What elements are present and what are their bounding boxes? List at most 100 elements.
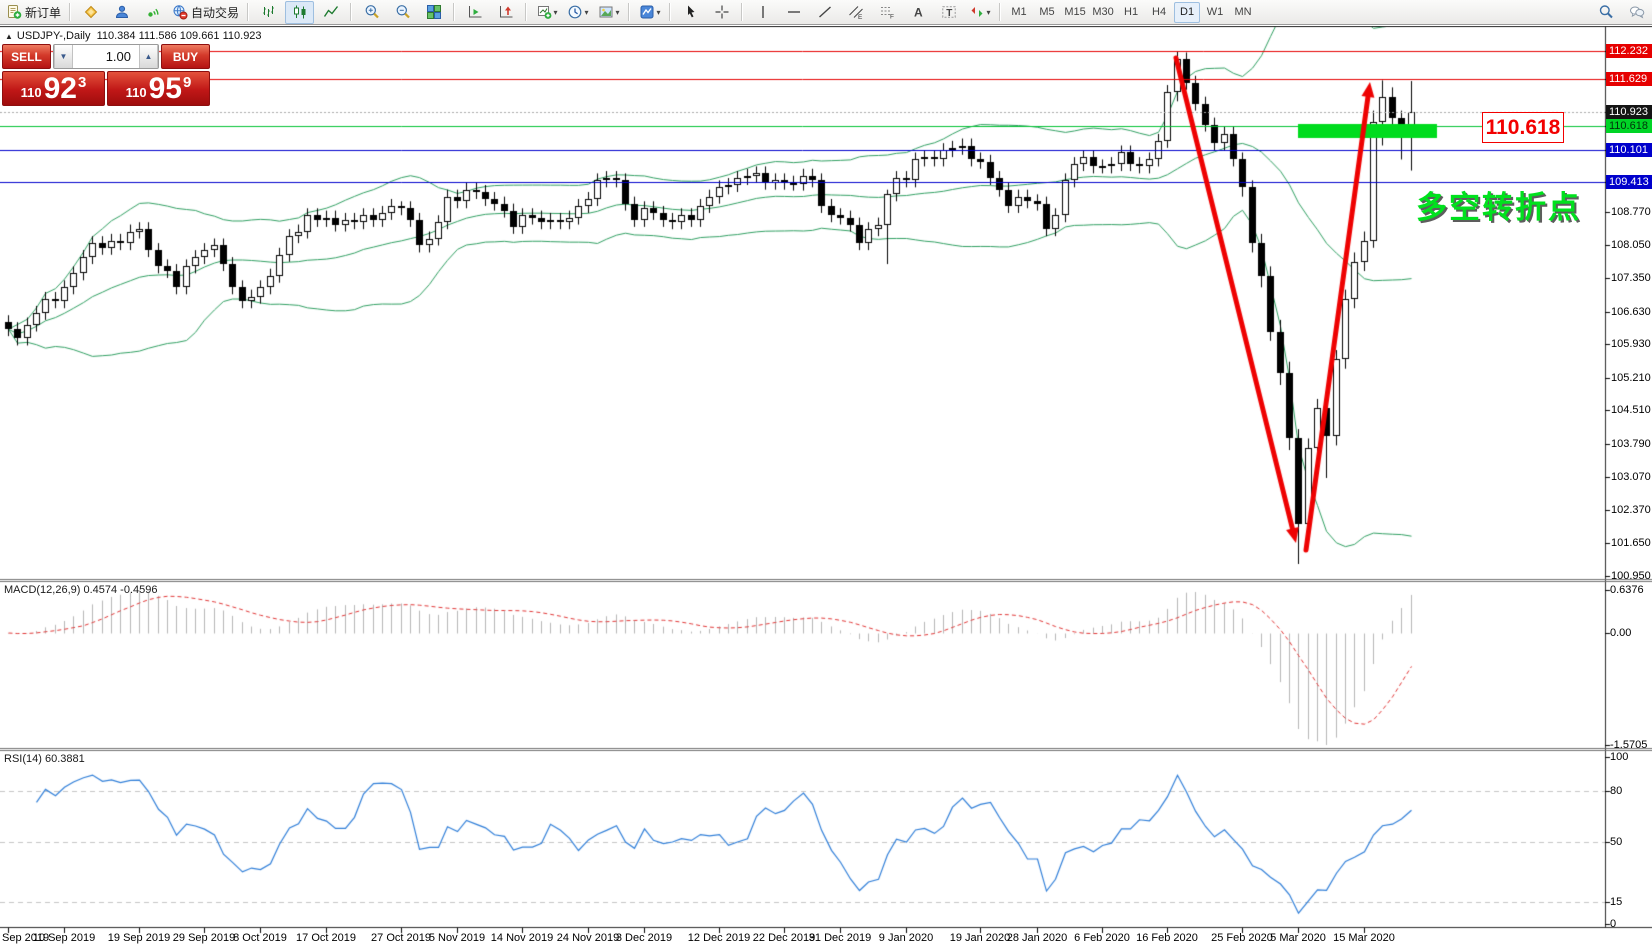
sell-price-sup: 3: [78, 74, 87, 91]
sell-button[interactable]: SELL: [2, 44, 51, 69]
dropdown-caret-icon: ▾: [615, 7, 620, 17]
timeframe-mn[interactable]: MN: [1234, 6, 1252, 18]
toolbar-separator: [669, 3, 672, 21]
shift-icon: [498, 4, 514, 20]
sell-price-prefix: 110: [20, 84, 42, 100]
indicators-dropdown[interactable]: ▾: [635, 1, 664, 24]
timeframe-w1[interactable]: W1: [1206, 6, 1224, 18]
chart-title: ▲ USDJPY-,Daily 110.384 111.586 109.661 1…: [5, 30, 262, 42]
volume-control: ▼ ▲: [53, 44, 159, 69]
chart-title-text: USDJPY-,Daily 110.384 111.586 109.661 11…: [16, 30, 262, 42]
periods-dropdown[interactable]: ▾: [563, 1, 592, 24]
trendline-button[interactable]: [810, 1, 839, 24]
chart-shift-button[interactable]: [491, 1, 520, 24]
dropdown-caret-icon: ▾: [584, 7, 589, 17]
fibonacci-button[interactable]: F: [872, 1, 901, 24]
gold-icon: [83, 4, 99, 20]
timeframe-m30[interactable]: M30: [1092, 6, 1114, 18]
autotrading-button-label: 自动交易: [191, 5, 240, 20]
timeframe-m5[interactable]: M5: [1039, 6, 1055, 18]
trend-icon: [817, 4, 833, 20]
templates-dropdown[interactable]: ▾: [594, 1, 623, 24]
buy-button[interactable]: BUY: [161, 44, 210, 69]
clock-icon: [567, 4, 583, 20]
shapes-icon: [969, 4, 985, 20]
line-chart-button[interactable]: [316, 1, 345, 24]
channel-icon: E: [848, 4, 864, 20]
toolbar-separator: [350, 3, 353, 21]
toolbar-separator: [453, 3, 456, 21]
template-icon: [598, 4, 614, 20]
timeframe-h1[interactable]: H1: [1124, 6, 1139, 18]
dropdown-caret-icon: ▾: [656, 7, 661, 17]
macd-indicator-label: MACD(12,26,9) 0.4574 -0.4596: [4, 584, 158, 596]
zoom-out-icon: [395, 4, 411, 20]
zoom-in-icon: [364, 4, 380, 20]
market-watch-button[interactable]: [76, 1, 105, 24]
toolbar-separator: [628, 3, 631, 21]
arrows-dropdown[interactable]: ▾: [965, 1, 994, 24]
svg-text:E: E: [858, 14, 863, 20]
text-button[interactable]: A: [903, 1, 932, 24]
zoom-in-button[interactable]: [357, 1, 386, 24]
indicator-icon: [639, 4, 655, 20]
toolbar-separator: [69, 3, 72, 21]
price-annotation-label: 110.618: [1482, 112, 1564, 143]
hline-icon: [786, 4, 802, 20]
crosshair-button[interactable]: [707, 1, 736, 24]
toolbar-separator: [741, 3, 744, 21]
zoom-out-button[interactable]: [388, 1, 417, 24]
autotrading-button[interactable]: 自动交易: [169, 1, 242, 24]
signal-icon: [145, 4, 161, 20]
navigator-button[interactable]: [107, 1, 136, 24]
auto-scroll-button[interactable]: [460, 1, 489, 24]
rsi-indicator-label: RSI(14) 60.3881: [4, 753, 85, 765]
sell-price-button[interactable]: 110 92 3: [2, 71, 105, 106]
chart-canvas[interactable]: [0, 26, 1652, 949]
fibo-icon: F: [879, 4, 895, 20]
volume-input[interactable]: [73, 45, 139, 68]
new-order-button-label: 新订单: [25, 5, 62, 20]
cursor-button[interactable]: [676, 1, 705, 24]
channel-button[interactable]: E: [841, 1, 870, 24]
text-t-icon: T: [941, 4, 957, 20]
cursor-icon: [683, 4, 699, 20]
buy-price-button[interactable]: 110 95 9: [107, 71, 210, 106]
horizontal-line-button[interactable]: [779, 1, 808, 24]
dropdown-caret-icon: ▾: [553, 7, 558, 17]
autoscroll-icon: [467, 4, 483, 20]
toolbar: 新订单 自动交易 ▾ ▾ ▾ ▾ E F A T ▾ M1 M5 M15 M30 H1 H4 D1 W1 MN: [0, 0, 1652, 25]
dropdown-caret-icon: ▾: [986, 7, 991, 17]
candles-icon: [292, 4, 308, 20]
svg-text:T: T: [946, 8, 952, 19]
line-icon: [323, 4, 339, 20]
candle-chart-button[interactable]: [285, 0, 315, 24]
sell-price-main: 92: [43, 72, 77, 105]
toolbar-separator: [525, 3, 528, 21]
volume-decrease-button[interactable]: ▼: [54, 45, 73, 68]
text-a-icon: A: [910, 4, 926, 20]
timeframe-d1[interactable]: D1: [1174, 1, 1201, 23]
chat-icon: [1629, 4, 1645, 20]
signals-button[interactable]: [138, 1, 167, 24]
chat-button[interactable]: [1622, 1, 1651, 24]
label-button[interactable]: T: [934, 1, 963, 24]
new-order-button[interactable]: 新订单: [3, 1, 64, 24]
bar-chart-button[interactable]: [254, 1, 283, 24]
crosshair-icon: [714, 4, 730, 20]
new-order-icon: [6, 4, 22, 20]
globe-icon: [172, 4, 188, 20]
vertical-line-button[interactable]: [748, 1, 777, 24]
volume-increase-button[interactable]: ▲: [139, 45, 158, 68]
collapse-trade-panel-icon[interactable]: ▲: [5, 32, 13, 41]
timeframe-m15[interactable]: M15: [1064, 6, 1086, 18]
timeframe-m1[interactable]: M1: [1011, 6, 1027, 18]
new-chart-dropdown[interactable]: ▾: [532, 1, 561, 24]
timeframe-h4[interactable]: H4: [1152, 6, 1167, 18]
toolbar-separator: [247, 3, 250, 21]
tile-windows-button[interactable]: [419, 1, 448, 24]
buy-price-prefix: 110: [125, 84, 147, 100]
search-button[interactable]: [1591, 1, 1620, 24]
